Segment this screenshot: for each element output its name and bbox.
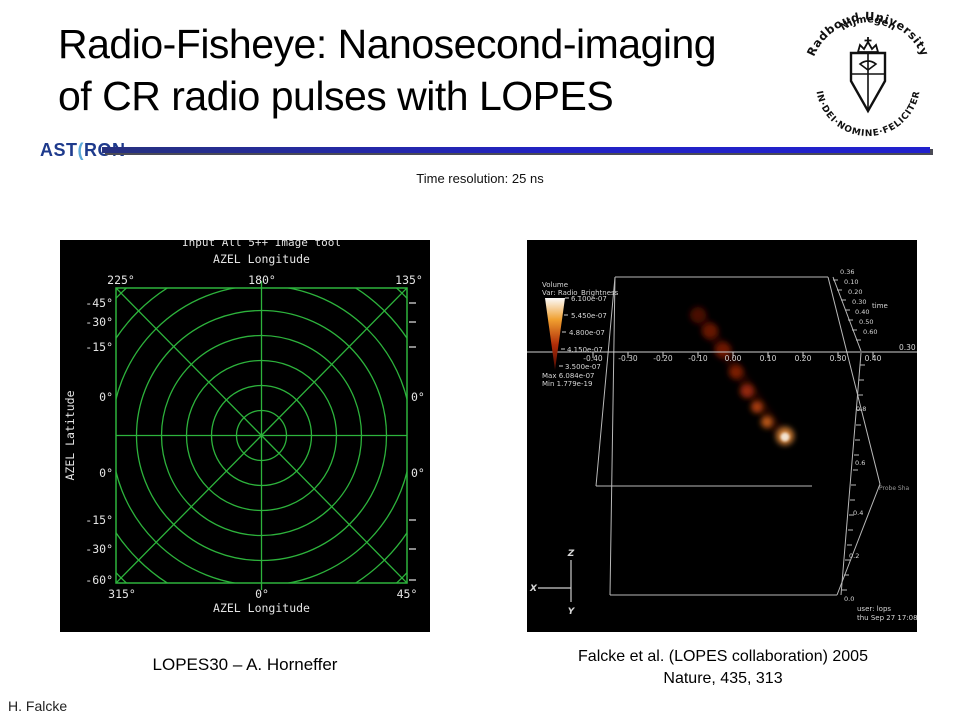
render-user-line: user: lops [857,605,891,613]
tick-label: -30° [85,542,113,556]
left-image-caption: LOPES30 – A. Horneffer [152,655,338,674]
tick-label: 45° [397,587,418,601]
legend-tick: 3.500e-07 [565,363,601,371]
tick-label: 0.20 [848,288,862,296]
tick-label: -0.30 [618,354,638,363]
fisheye-skymap-image: Input All 5++ Image tool AZEL Longitude … [60,240,430,632]
legend-variable: Var: Radio_Brightness [542,289,619,297]
volume-colorbar-legend: Volume Var: Radio_Brightness 6.100e-07 5… [542,281,619,388]
tick-label: 0.0 [844,595,854,603]
slide-title-line2: of CR radio pulses with LOPES [58,73,614,119]
radio-pulse-trail [690,307,794,445]
tick-label: 0.2 [849,552,859,560]
time-resolution-note: Time resolution: 25 ns [416,171,544,186]
author-footer: H. Falcke [8,698,68,714]
volume-wireframe-box [527,276,917,596]
legend-tick: 5.450e-07 [571,312,607,320]
fisheye-xaxis-title: AZEL Longitude [213,601,310,615]
axes-tripod-icon: Z X Y [529,549,576,617]
volume-render-image: Volume Var: Radio_Brightness 6.100e-07 5… [527,240,917,632]
legend-tick: 6.100e-07 [571,295,607,303]
legend-min: Min 1.779e-19 [542,380,592,388]
astron-logo-paren: ( [77,140,84,160]
tick-label: 0.40 [865,354,882,363]
tick-label: -15° [85,340,113,354]
tick-label: 0.50 [859,318,873,326]
tick-label: 0.8 [856,405,866,413]
tick-label: 0.36 [840,268,854,276]
tick-label: 0.4 [853,509,863,517]
tick-label: 0.00 [725,354,742,363]
axis-x-label: X [529,584,538,594]
tick-label: 0° [255,587,269,601]
tick-label: 0.60 [863,328,877,336]
tick-label: 0.10 [844,278,858,286]
tick-label: 0° [99,466,113,480]
tick-label: 135° [395,273,423,287]
tick-label: 225° [107,273,135,287]
tick-label: 0.10 [760,354,777,363]
render-date-line: thu Sep 27 17:08:12 2007 [857,614,917,622]
tick-label: -15° [85,513,113,527]
radboud-shield-icon [849,37,887,114]
fisheye-window-title: Input All 5++ Image tool [182,240,341,249]
tick-label: 180° [248,273,276,287]
tick-label: 0.30 [830,354,847,363]
slide-title: Radio-Fisheye: Nanosecond-imaging of CR … [58,18,717,122]
tick-label: 0° [411,390,425,404]
astron-logo-text1: AST [40,140,78,160]
tick-label: -0.40 [583,354,603,363]
fisheye-edge-ticks [409,302,416,581]
radboud-university-logo: Radboud University Nijmegen IN·DEI·NOMIN… [804,9,932,139]
axis-y-label: Y [568,607,576,617]
legend-title: Volume [542,281,568,289]
legend-tick: 4.150e-07 [567,346,603,354]
tick-label: -0.20 [653,354,673,363]
tick-label: 0.20 [795,354,812,363]
legend-max: Max 6.084e-07 [542,372,594,380]
header-divider-rule [102,147,930,153]
slide-title-line1: Radio-Fisheye: Nanosecond-imaging [58,21,717,67]
legend-tick: 4.800e-07 [569,329,605,337]
tick-label: 0.30 [852,298,866,306]
fisheye-top-axis-title: AZEL Longitude [213,252,310,266]
tick-label: 0° [99,390,113,404]
right-caption-line1: Falcke et al. (LOPES collaboration) 2005 [578,648,868,665]
tick-label: -30° [85,315,113,329]
tick-label: -60° [85,573,113,587]
tick-label: -45° [85,296,113,310]
tick-label: 315° [108,587,136,601]
right-caption-line2: Nature, 435, 313 [663,670,783,687]
fisheye-yaxis-title: AZEL Latitude [63,390,77,480]
time-axis-label: time [872,302,888,310]
probe-label: Probe Sha [879,485,910,492]
fisheye-grid [115,281,408,590]
tick-label: -0.10 [688,354,708,363]
tick-label: 0.6 [855,459,865,467]
right-image-caption: Falcke et al. (LOPES collaboration) 2005… [527,646,919,690]
axis-z-label: Z [567,549,575,559]
tick-label: 0.30 [899,343,916,352]
tick-label: 0° [411,466,425,480]
tick-label: 0.40 [855,308,869,316]
